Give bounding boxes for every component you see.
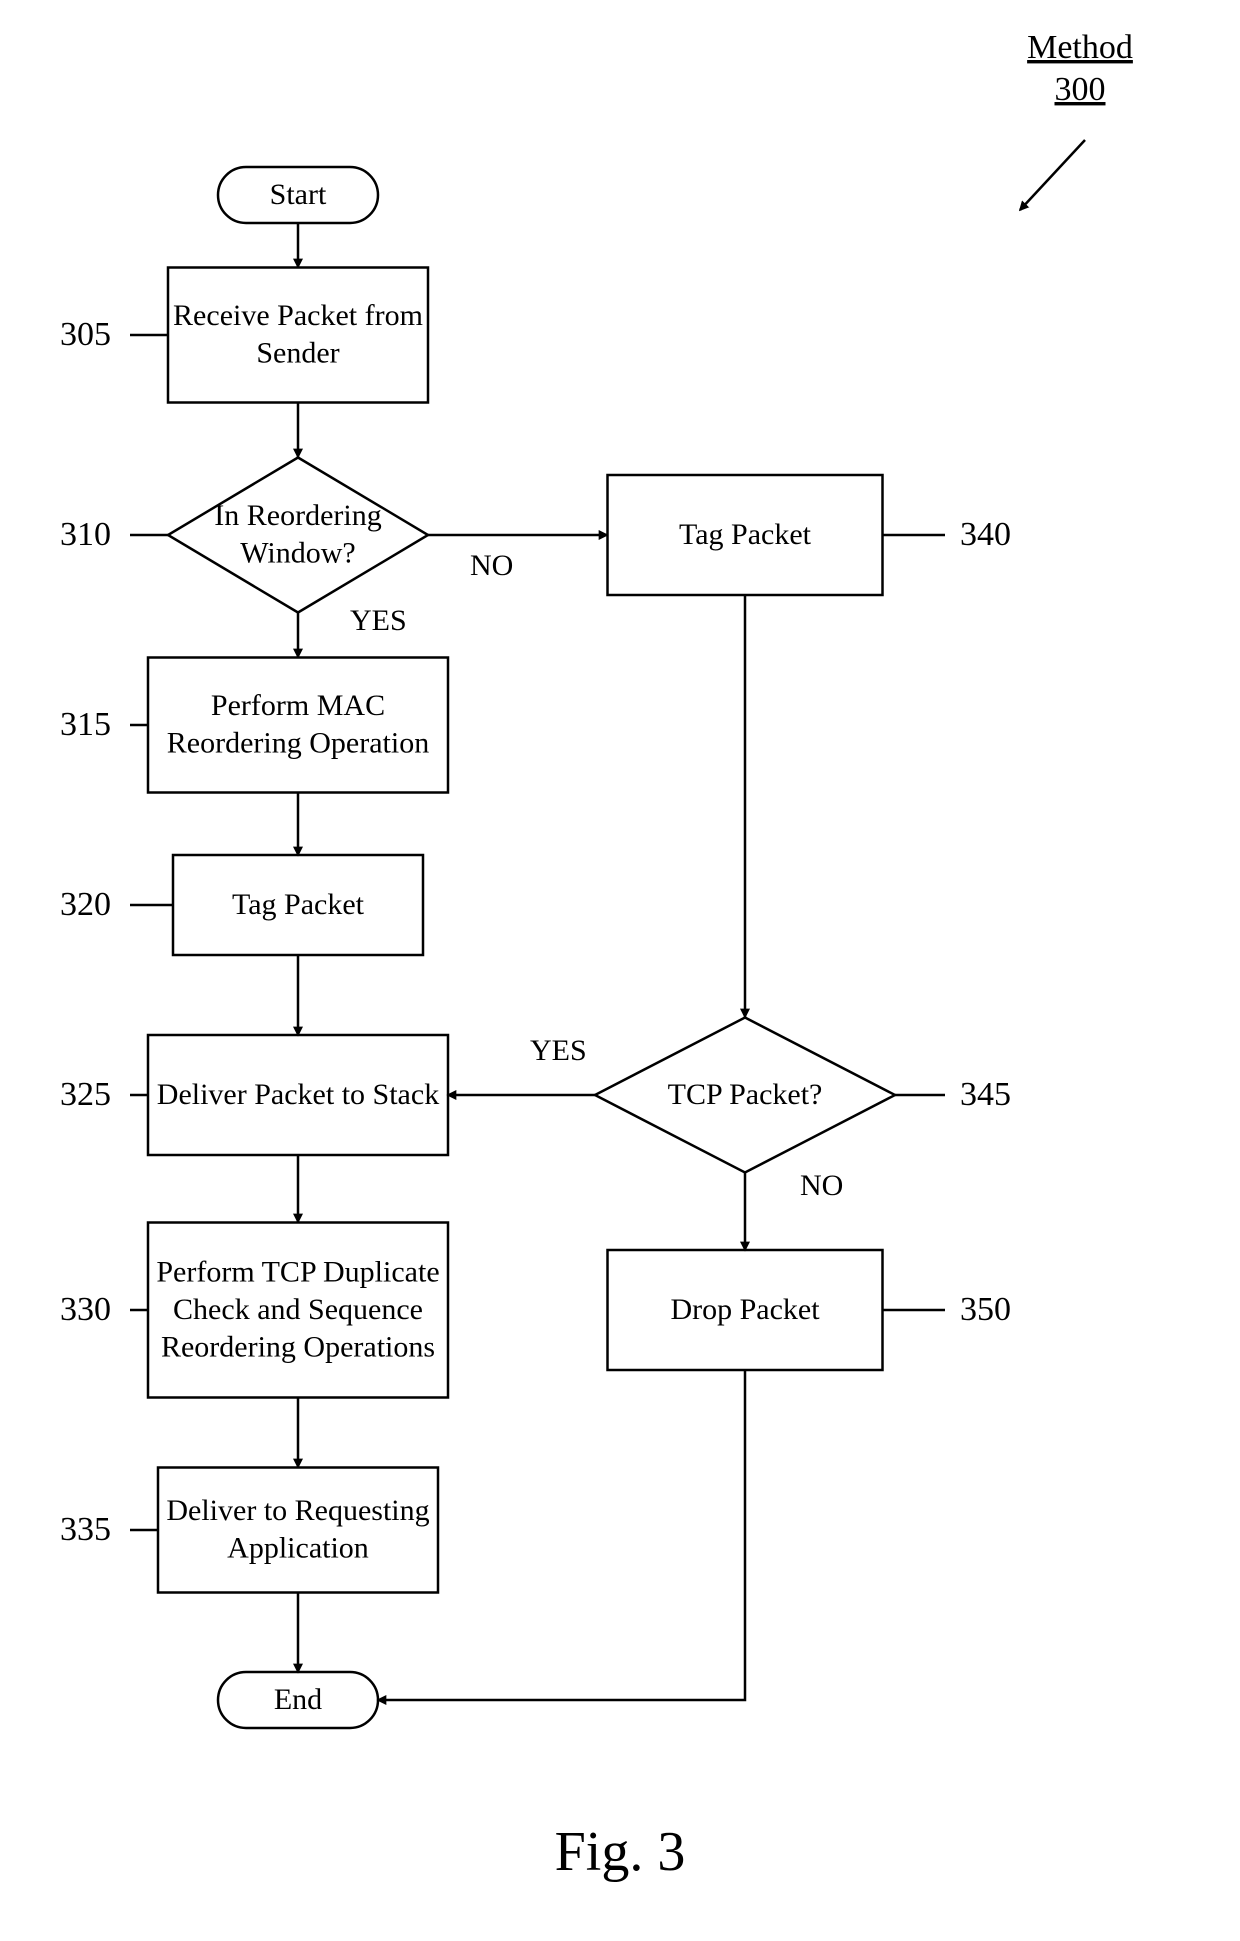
svg-text:Check and Sequence: Check and Sequence xyxy=(173,1293,423,1326)
svg-text:TCP Packet?: TCP Packet? xyxy=(668,1078,823,1111)
svg-text:Start: Start xyxy=(270,178,327,211)
svg-text:Application: Application xyxy=(227,1532,369,1565)
ref-label-315: 315 xyxy=(60,706,111,743)
svg-text:Window?: Window? xyxy=(240,537,355,570)
svg-text:300: 300 xyxy=(1055,71,1106,108)
svg-text:Tag Packet: Tag Packet xyxy=(232,888,365,921)
svg-text:Perform MAC: Perform MAC xyxy=(211,689,385,722)
edge-label: NO xyxy=(470,549,513,582)
ref-label-345: 345 xyxy=(960,1076,1011,1113)
ref-label-325: 325 xyxy=(60,1076,111,1113)
ref-label-335: 335 xyxy=(60,1511,111,1548)
ref-label-330: 330 xyxy=(60,1291,111,1328)
ref-label-305: 305 xyxy=(60,316,111,353)
svg-text:End: End xyxy=(274,1683,322,1716)
svg-text:In Reordering: In Reordering xyxy=(214,499,381,532)
svg-text:Drop Packet: Drop Packet xyxy=(670,1293,820,1326)
svg-text:Sender: Sender xyxy=(256,337,339,370)
edge-label: YES xyxy=(350,604,407,637)
svg-text:Reordering Operation: Reordering Operation xyxy=(167,727,429,760)
edge-label: YES xyxy=(530,1034,587,1067)
svg-text:Perform TCP Duplicate: Perform TCP Duplicate xyxy=(156,1255,439,1288)
svg-text:Deliver Packet to Stack: Deliver Packet to Stack xyxy=(157,1078,439,1111)
figure-caption: Fig. 3 xyxy=(555,1821,686,1883)
svg-text:Receive Packet from: Receive Packet from xyxy=(173,299,423,332)
svg-text:Deliver to Requesting: Deliver to Requesting xyxy=(166,1494,429,1527)
svg-text:Tag Packet: Tag Packet xyxy=(679,518,812,551)
svg-text:Method: Method xyxy=(1027,29,1133,66)
svg-text:Reordering Operations: Reordering Operations xyxy=(161,1330,435,1363)
edge-label: NO xyxy=(800,1169,843,1202)
ref-label-350: 350 xyxy=(960,1291,1011,1328)
ref-label-340: 340 xyxy=(960,516,1011,553)
ref-label-310: 310 xyxy=(60,516,111,553)
ref-label-320: 320 xyxy=(60,886,111,923)
